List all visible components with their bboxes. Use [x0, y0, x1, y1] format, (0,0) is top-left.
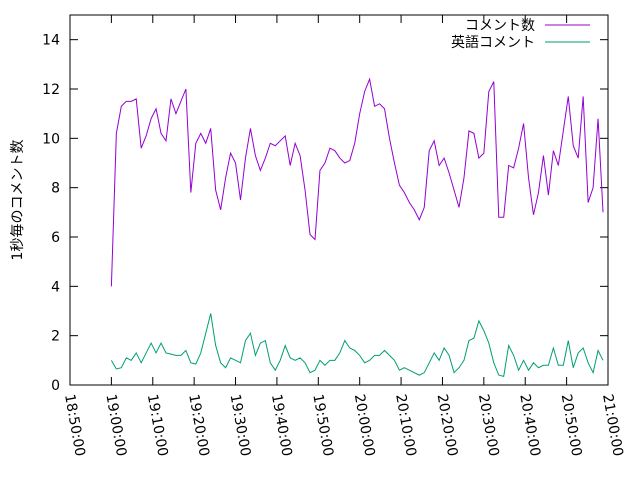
y-tick-label: 8	[51, 181, 60, 197]
y-tick-label: 2	[51, 329, 60, 345]
y-axis-label: 1秒毎のコメント数	[10, 140, 26, 261]
x-tick-label: 20:30:00	[475, 393, 502, 458]
series-line	[110, 77, 604, 287]
x-tick-label: 19:30:00	[227, 393, 254, 458]
x-tick-label: 20:00:00	[351, 393, 378, 458]
x-tick-label: 18:50:00	[61, 393, 88, 458]
x-tick-label: 19:00:00	[102, 393, 129, 458]
series-line	[110, 313, 604, 377]
legend-label: コメント数	[465, 18, 535, 34]
x-tick-label: 20:20:00	[434, 393, 461, 458]
y-tick-label: 10	[42, 131, 60, 147]
y-tick-label: 4	[51, 279, 60, 295]
x-tick-label: 19:40:00	[268, 393, 295, 458]
x-tick-label: 20:10:00	[392, 393, 419, 458]
x-tick-label: 20:40:00	[516, 393, 543, 458]
x-tick-label: 20:50:00	[558, 393, 585, 458]
legend-label: 英語コメント	[451, 34, 535, 51]
y-tick-label: 0	[51, 378, 60, 394]
y-tick-label: 6	[51, 230, 60, 246]
x-tick-label: 21:00:00	[599, 393, 626, 458]
x-tick-label: 19:20:00	[185, 393, 212, 458]
x-tick-label: 19:50:00	[309, 393, 336, 458]
plot-border	[69, 14, 609, 386]
y-tick-label: 12	[42, 82, 60, 98]
y-tick-label: 14	[42, 33, 60, 49]
x-tick-label: 19:10:00	[144, 393, 171, 458]
